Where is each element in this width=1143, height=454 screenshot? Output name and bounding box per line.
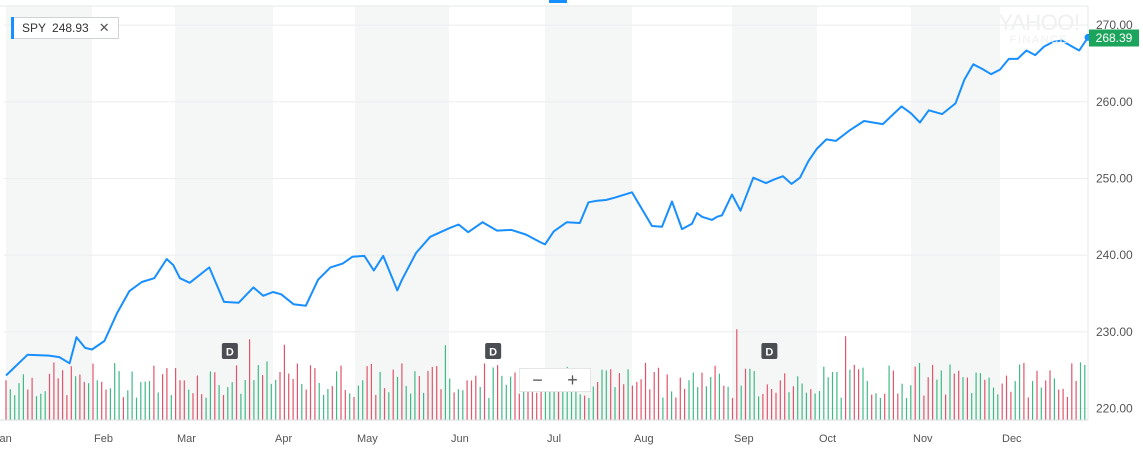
x-tick-label: Nov [913,433,933,445]
zoom-out-button[interactable]: − [532,369,543,390]
yahoo-finance-watermark: YAHOO! FINANCE [994,12,1084,46]
dividend-marker-label: D [489,347,497,359]
x-tick-label: Jul [547,433,561,445]
x-tick-label: Apr [275,433,292,445]
last-price-badge-bg [1089,29,1139,47]
x-tick-label: May [357,433,378,445]
ticker-symbol: SPY [22,21,47,35]
month-band [6,6,92,420]
top-scroll-marker [549,0,567,3]
x-tick-label: Dec [1002,433,1022,445]
dividend-marker-label: D [226,347,234,359]
dividend-marker [761,343,778,359]
month-band [355,6,449,420]
x-tick-label: Jun [451,433,469,445]
y-tick-label: 270.00 [1096,18,1133,32]
month-band [545,6,632,420]
volume-bars [5,329,1086,420]
y-tick-label: 220.00 [1096,402,1133,416]
x-tick-label: Jan [0,433,12,445]
zoom-control: − + [519,368,591,392]
last-price-badge: 268.39 [1089,29,1139,47]
x-tick-label: Mar [177,433,196,445]
y-axis: 220.00 230.00 240.00 250.00 260.00 270.00 [1096,18,1133,415]
x-axis: Jan Feb Mar Apr May Jun Jul Aug Sep Oct Nov Dec [0,419,1088,445]
x-tick-label: Sep [734,433,754,445]
dividend-marker-label: D [765,347,773,359]
y-tick-label: 230.00 [1096,325,1133,339]
close-icon[interactable]: ✕ [98,20,110,35]
x-tick-label: Aug [634,433,654,445]
dividend-marker [485,343,502,359]
y-tick-label: 240.00 [1096,248,1133,262]
x-tick-label: Oct [819,433,836,445]
watermark-line2: FINANCE [1009,34,1069,46]
ticker-value: 248.93 [52,21,89,35]
month-band [911,6,1000,420]
y-tick-label: 260.00 [1096,95,1133,109]
month-bands [6,6,1000,420]
dividend-marker [221,343,238,359]
watermark-line1: YAHOO! [998,10,1080,35]
grid-lines [0,5,1089,420]
price-series-line [5,36,1089,377]
zoom-in-button[interactable]: + [567,369,578,390]
ticker-color-bar [11,17,14,39]
last-price-value: 268.39 [1096,31,1133,45]
ticker-chip[interactable]: SPY 248.93 ✕ [11,17,119,39]
x-tick-label: Feb [94,433,113,445]
y-tick-label: 250.00 [1096,172,1133,186]
